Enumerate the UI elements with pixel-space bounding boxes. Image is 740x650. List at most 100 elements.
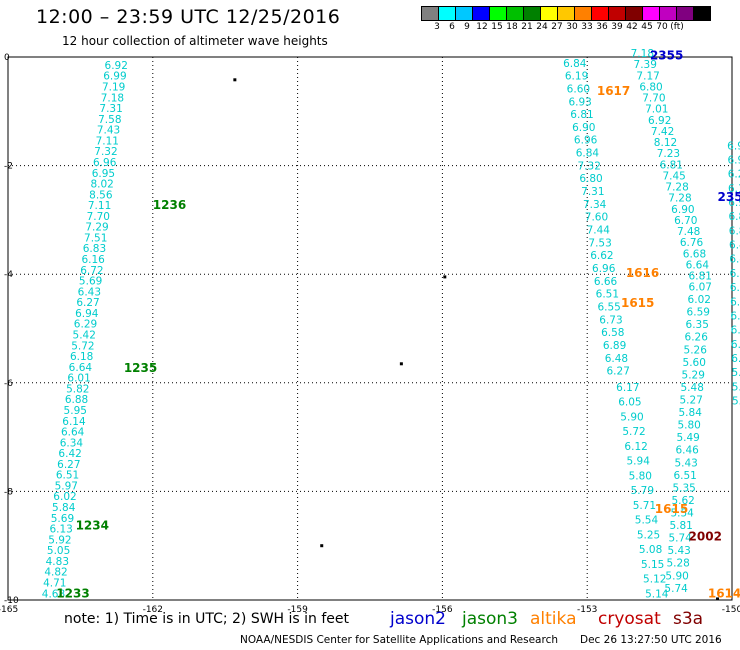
wave-height-value: 5.48 <box>681 382 704 394</box>
lat-tick-label: -4 <box>4 270 13 280</box>
wave-height-value: 6.64 <box>61 427 85 439</box>
wave-height-value: 6.93 <box>568 96 591 108</box>
wave-height-value: 6.59 <box>687 307 710 319</box>
lat-tick-label: -8 <box>4 487 13 497</box>
colorbar-label: 39 <box>611 22 623 32</box>
wave-height-value: 6.70 <box>674 215 697 227</box>
generated-timestamp: Dec 26 13:27:50 UTC 2016 <box>580 634 722 646</box>
lon-tick-label: -150 <box>722 605 740 615</box>
map-frame <box>7 56 733 601</box>
wave-height-value: 6.62 <box>590 250 613 262</box>
wave-height-value: 6.13 <box>49 524 72 536</box>
colorbar-label: 42 <box>626 22 638 32</box>
wave-height-value: 5.79 <box>631 485 654 497</box>
wave-height-value: 5.12 <box>643 574 666 586</box>
wave-height-value: 7.44 <box>587 225 611 237</box>
wave-height-value: 6.96 <box>574 135 598 147</box>
wave-height-value: 4.82 <box>44 567 67 579</box>
wave-height-value: 6.27 <box>76 297 99 309</box>
wave-height-value: 5.69 <box>51 513 74 525</box>
wave-height-value: 6.51 <box>596 289 619 301</box>
colorbar-label: 3 <box>434 22 440 32</box>
legend-jason2: jason2 <box>390 609 446 629</box>
wave-height-value: 6.45 <box>729 254 740 266</box>
wave-height-value: 5.54 <box>670 508 694 520</box>
lon-tick-label: -165 <box>0 605 18 615</box>
wave-height-value: 6.73 <box>599 314 622 326</box>
wave-height-value: 6.42 <box>729 240 740 252</box>
wave-height-colorbar <box>421 6 711 21</box>
wave-height-value: 5.90 <box>620 411 643 423</box>
wave-height-value: 7.51 <box>84 232 107 244</box>
wave-height-value: 6.01 <box>67 373 90 385</box>
wave-height-value: 7.39 <box>634 59 657 71</box>
wave-height-value: 6.96 <box>93 157 117 169</box>
wave-height-value: 5.94 <box>627 456 651 468</box>
wave-height-value: 5.80 <box>629 470 652 482</box>
wave-height-value: 5.72 <box>71 340 94 352</box>
wave-height-value: 8.56 <box>89 189 113 201</box>
colorbar-label: 12 <box>476 22 488 32</box>
colorbar-label: (ft) <box>670 22 684 32</box>
wave-height-value: 7.28 <box>668 193 691 205</box>
wave-height-value: 6.58 <box>601 327 624 339</box>
wave-height-value: 6.94 <box>730 268 740 280</box>
colorbar-label: 36 <box>596 22 608 32</box>
wave-height-value: 7.28 <box>665 182 688 194</box>
wave-height-value: 6.07 <box>689 281 712 293</box>
lon-tick-label: -156 <box>432 605 453 615</box>
time-label: 1617 <box>597 84 630 98</box>
wave-height-value: 6.92 <box>730 296 740 308</box>
wave-height-value: 6.02 <box>53 491 76 503</box>
wave-height-value: 5.05 <box>47 545 70 557</box>
colorbar-swatch <box>693 6 711 21</box>
lon-tick-label: -159 <box>287 605 308 615</box>
colorbar-label: 18 <box>506 22 518 32</box>
wave-height-value: 7.31 <box>581 186 604 198</box>
wave-height-value: 7.23 <box>657 148 680 160</box>
wave-height-value: 7.42 <box>651 126 674 138</box>
wave-height-value: 7.29 <box>85 222 108 234</box>
wave-height-value: 7.34 <box>583 199 607 211</box>
wave-height-value: 6.9 <box>727 154 740 166</box>
wave-height-value: 5.08 <box>639 544 662 556</box>
colorbar-label: 9 <box>464 22 470 32</box>
wave-height-value: 5.15 <box>641 559 664 571</box>
colorbar-label: 70 <box>656 22 668 32</box>
wave-height-value: 6.84 <box>576 148 600 160</box>
wave-height-value: 6.43 <box>78 286 101 298</box>
wave-height-value: 5.49 <box>676 432 699 444</box>
time-label: 1236 <box>153 198 186 212</box>
wave-height-value: 5.80 <box>677 420 700 432</box>
wave-height-value: 5.26 <box>684 344 708 356</box>
colorbar-label: 24 <box>536 22 548 32</box>
time-label: 1615 <box>621 296 654 310</box>
wave-height-value: 7.48 <box>677 226 700 238</box>
wave-height-value: 5.35 <box>672 482 695 494</box>
wave-height-value: 6.80 <box>639 81 662 93</box>
wave-height-value: 6.90 <box>572 122 595 134</box>
wave-height-value: 5.82 <box>66 383 89 395</box>
wave-height-value: 5.54 <box>635 515 659 527</box>
time-label: 2355 <box>650 49 683 63</box>
wave-height-value: 6.92 <box>105 60 128 72</box>
lon-tick-label: -153 <box>577 605 597 615</box>
wave-height-value: 7.01 <box>645 104 668 116</box>
legend-s3a: s3a <box>673 609 704 629</box>
legend-jason3: jason3 <box>462 609 518 629</box>
island-marker <box>399 362 403 366</box>
time-label: 2002 <box>689 529 722 543</box>
legend-altika: altika <box>530 609 577 629</box>
wave-height-value: 6.60 <box>567 83 590 95</box>
lon-tick-label: -162 <box>143 605 163 615</box>
wave-height-value: 6.76 <box>680 237 704 249</box>
wave-height-value: 5.84 <box>52 502 76 514</box>
time-label: 1233 <box>56 586 89 600</box>
wave-height-value: 5.92 <box>48 534 71 546</box>
lat-tick-label: -10 <box>4 596 19 606</box>
wave-height-value: 6.95 <box>92 168 115 180</box>
wave-height-value: 5.69 <box>79 276 102 288</box>
wave-height-value: 6.14 <box>62 416 86 428</box>
wave-height-value: 6.34 <box>60 437 84 449</box>
